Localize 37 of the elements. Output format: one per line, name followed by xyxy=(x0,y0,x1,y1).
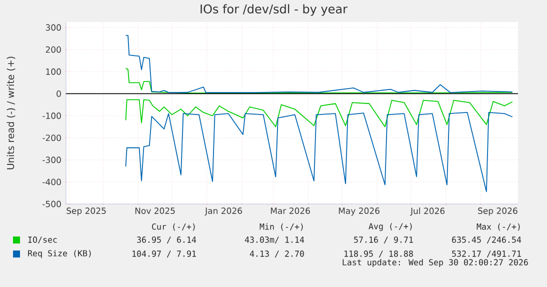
y-tick-label: -200 xyxy=(42,134,61,142)
text: 36.95 / 6.14 xyxy=(137,236,196,244)
legend-label: Req Size (KB) xyxy=(28,250,91,258)
text: 57.16 / 9.71 xyxy=(354,236,413,244)
x-tick-label: Nov 2025 xyxy=(135,208,175,214)
text: 118.95 / 18.88 xyxy=(344,250,413,258)
x-tick-label: Jan 2026 xyxy=(204,208,242,216)
x-tick-label: Sep 2025 xyxy=(66,208,106,216)
text: Min (-/+) xyxy=(260,223,303,231)
y-axis-title: Units read (-) / write (+) xyxy=(6,56,16,170)
x-tick-label: May 2026 xyxy=(338,208,380,216)
x-tick-label: Jul 2026 xyxy=(410,208,445,216)
text: 635.45 /246.54 xyxy=(452,236,522,244)
text: Max (-/+) xyxy=(476,223,520,231)
y-tick-label: 200 xyxy=(46,46,61,53)
y-tick-label: -100 xyxy=(42,112,61,119)
legend-label: IO/sec xyxy=(28,236,57,244)
text: 43.03m/ 1.14 xyxy=(244,236,304,244)
y-tick-label: -300 xyxy=(42,156,61,164)
text: Avg (-/+) xyxy=(368,222,412,232)
text: 532.17 /491.71 xyxy=(452,250,521,258)
y-tick-label: -500 xyxy=(42,200,61,208)
y-tick-label: 0 xyxy=(56,90,61,97)
y-tick-label: 100 xyxy=(46,68,61,75)
x-tick-label: Sep 2026 xyxy=(478,208,518,216)
line-series xyxy=(125,99,513,128)
text: 4.13 / 2.70 xyxy=(250,250,304,258)
line-series xyxy=(125,68,513,94)
chart-title: IOs for /dev/sdl - by year xyxy=(200,4,348,16)
text: 104.97 / 7.91 xyxy=(132,250,196,258)
x-tick-label: Mar 2026 xyxy=(270,208,310,214)
text: Last update: Wed Sep 30 02:00:27 2026 xyxy=(342,258,528,268)
line-series xyxy=(125,35,513,94)
line-series xyxy=(125,112,513,192)
text: Cur (-/+) xyxy=(152,223,195,231)
y-tick-label: 300 xyxy=(46,24,61,31)
y-tick-label: -400 xyxy=(42,178,61,186)
